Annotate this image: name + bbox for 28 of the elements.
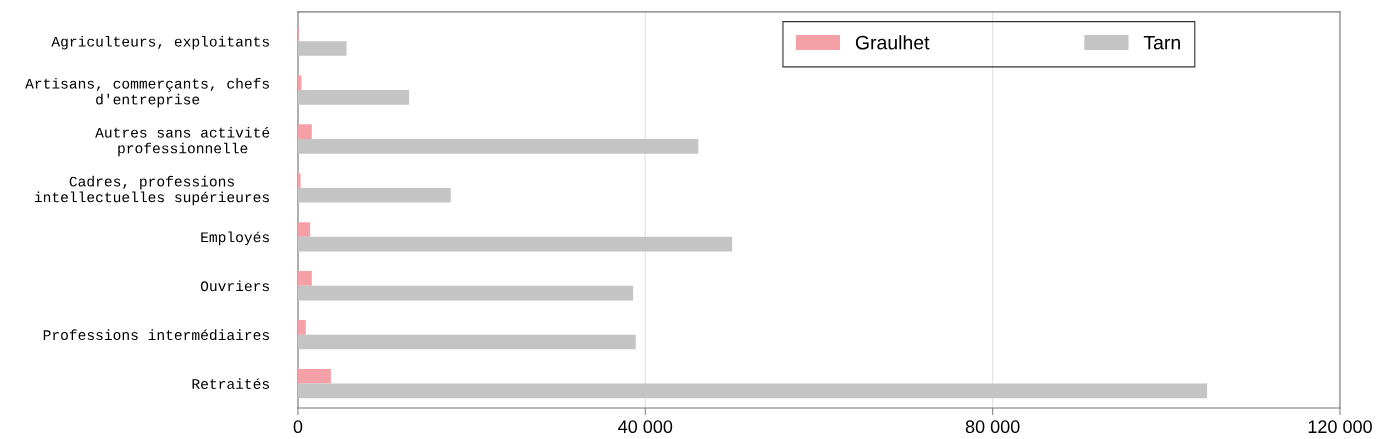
y-tick-label: Artisans, commerçants, chefs d'entreprise <box>25 77 269 108</box>
x-tick-label: 80 000 <box>965 420 1020 434</box>
y-tick-label: Retraités <box>192 378 269 389</box>
bar <box>297 285 634 301</box>
y-tick-label: Autres sans activité professionnelle <box>95 126 270 157</box>
bar <box>297 236 733 252</box>
bar <box>297 368 331 384</box>
legend-label: Tarn <box>1143 35 1180 50</box>
x-tick-label: 40 000 <box>618 420 673 434</box>
y-tick-label: Ouvriers <box>200 280 269 292</box>
x-tick-label: 120 000 <box>1308 420 1372 434</box>
y-tick-label: Professions intermédiaires <box>43 329 269 341</box>
bar <box>297 124 312 140</box>
bar <box>297 139 699 154</box>
bar <box>297 319 306 335</box>
x-tick-label: 0 <box>293 420 303 434</box>
bar <box>297 271 312 286</box>
bar <box>297 90 410 105</box>
bar <box>297 187 451 203</box>
legend-label: Graulhet <box>855 35 930 50</box>
bar <box>297 222 311 237</box>
bar <box>297 41 347 56</box>
bar <box>297 383 1208 399</box>
bar <box>297 334 636 350</box>
y-tick-label: Cadres, professions intellectuelles supérieures <box>34 175 269 206</box>
y-tick-label: Employés <box>201 231 269 246</box>
bar <box>297 173 301 188</box>
y-tick-label: Agriculteurs, exploitants <box>51 35 269 50</box>
